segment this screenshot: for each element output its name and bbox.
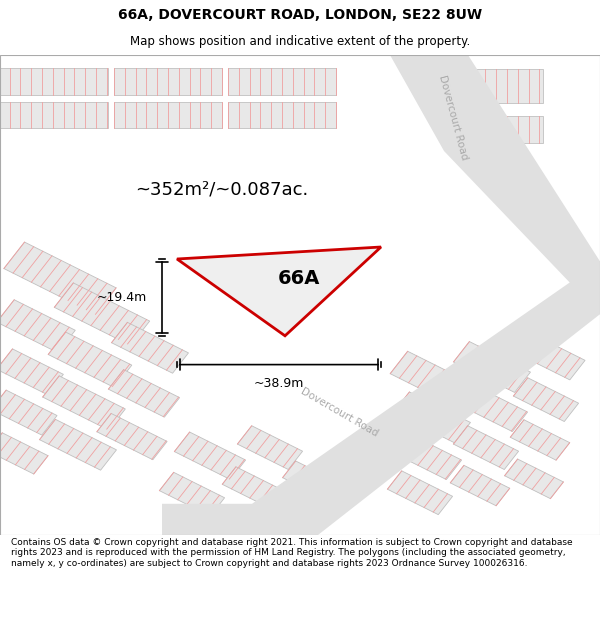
Bar [0, 68, 108, 94]
Bar [160, 472, 224, 516]
Bar [238, 426, 302, 469]
Polygon shape [177, 247, 381, 336]
Bar [454, 341, 530, 392]
Bar [54, 283, 150, 346]
Bar [4, 242, 116, 314]
Bar [388, 471, 452, 514]
Bar [390, 351, 474, 407]
Text: ~19.4m: ~19.4m [97, 291, 147, 304]
Text: Contains OS data © Crown copyright and database right 2021. This information is : Contains OS data © Crown copyright and d… [11, 538, 572, 568]
Bar [510, 420, 570, 460]
Bar [43, 376, 125, 430]
Bar [0, 432, 48, 474]
Bar [0, 102, 108, 128]
Bar [514, 378, 578, 421]
Bar [222, 467, 282, 508]
Text: ~38.9m: ~38.9m [254, 378, 304, 390]
Bar [505, 459, 563, 499]
Bar [112, 322, 188, 373]
Text: Dovercourt Road: Dovercourt Road [437, 74, 469, 161]
Bar [519, 335, 585, 380]
Bar [0, 300, 75, 352]
Bar [97, 414, 167, 460]
Bar [0, 349, 64, 395]
Bar [114, 102, 222, 128]
Bar [391, 432, 461, 479]
Bar [40, 419, 116, 470]
Bar [283, 461, 341, 501]
Polygon shape [162, 261, 600, 535]
Bar [48, 332, 132, 388]
Bar [454, 426, 518, 469]
Text: ~352m²/~0.087ac.: ~352m²/~0.087ac. [136, 181, 308, 198]
Bar [453, 69, 543, 103]
Polygon shape [390, 55, 600, 314]
Bar [394, 392, 470, 443]
Bar [457, 384, 527, 431]
Bar [0, 390, 57, 435]
Text: Map shows position and indicative extent of the property.: Map shows position and indicative extent… [130, 35, 470, 48]
Text: 66A: 66A [278, 269, 320, 288]
Text: 66A, DOVERCOURT ROAD, LONDON, SE22 8UW: 66A, DOVERCOURT ROAD, LONDON, SE22 8UW [118, 8, 482, 22]
Bar [228, 102, 336, 128]
Text: Dovercourt Road: Dovercourt Road [299, 386, 379, 439]
Bar [228, 68, 336, 94]
Bar [109, 369, 179, 417]
Bar [175, 432, 245, 479]
Bar [453, 116, 543, 142]
Bar [114, 68, 222, 94]
Bar [450, 466, 510, 506]
